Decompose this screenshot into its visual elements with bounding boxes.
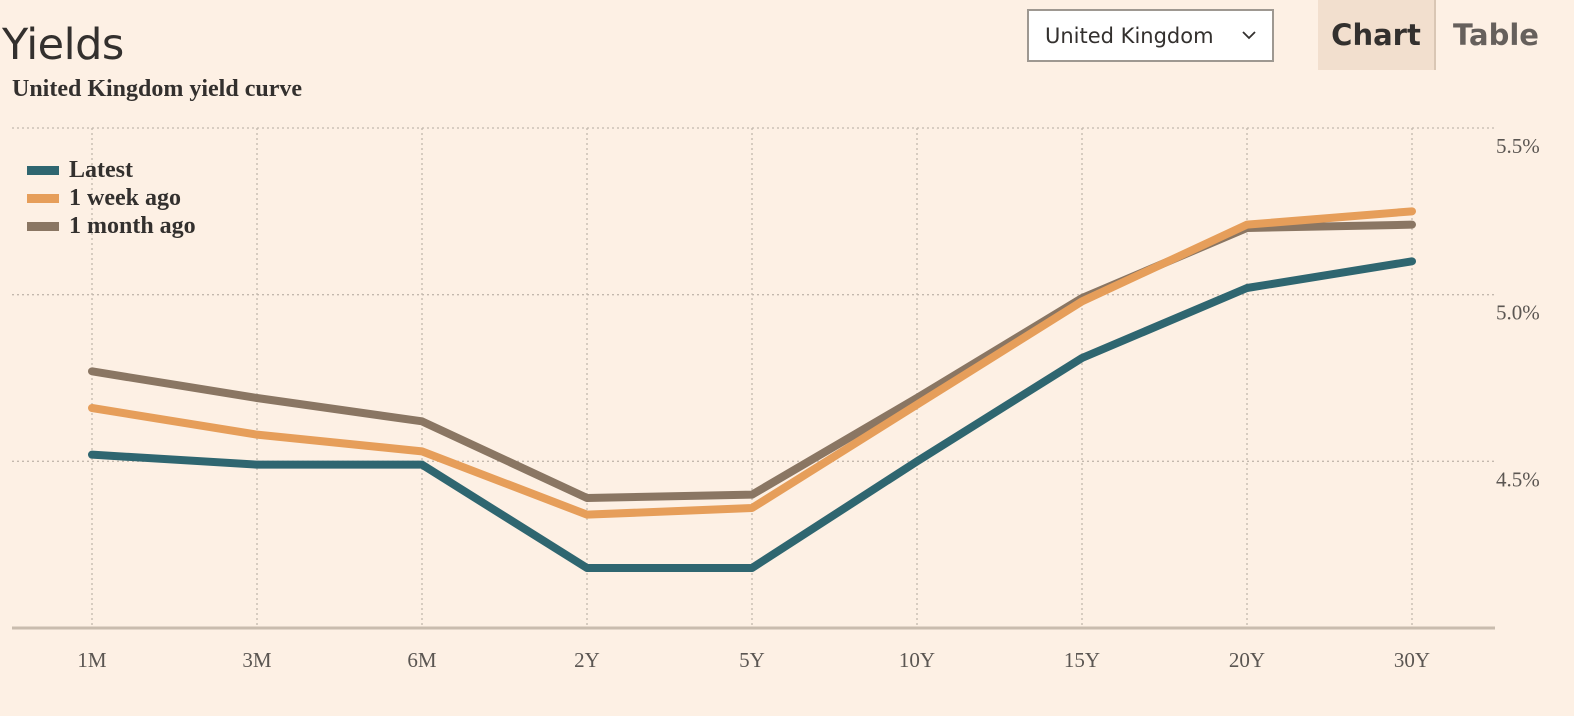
tab-chart[interactable]: Chart — [1318, 0, 1436, 70]
region-select[interactable]: United Kingdom — [1027, 9, 1274, 62]
chart-legend: Latest 1 week ago 1 month ago — [27, 156, 196, 240]
region-select-value: United Kingdom — [1045, 23, 1214, 48]
y-tick-label: 5.5% — [1496, 134, 1540, 158]
x-tick-label: 30Y — [1394, 648, 1430, 672]
legend-item-1-month-ago: 1 month ago — [27, 212, 196, 240]
x-tick-label: 15Y — [1064, 648, 1100, 672]
series-line-latest — [88, 257, 1416, 572]
legend-label: 1 month ago — [69, 212, 196, 239]
series-line-1-month-ago — [88, 220, 1416, 502]
view-tabs: Chart Table — [1318, 0, 1556, 70]
legend-swatch — [27, 221, 59, 231]
y-tick-label: 4.5% — [1496, 467, 1540, 491]
legend-swatch — [27, 193, 59, 203]
x-tick-label: 2Y — [574, 648, 600, 672]
series-line-1-week-ago — [88, 207, 1416, 519]
chevron-down-icon — [1242, 31, 1256, 40]
legend-item-1-week-ago: 1 week ago — [27, 184, 196, 212]
page-title: Yields — [2, 20, 124, 70]
x-tick-label: 3M — [242, 648, 272, 672]
x-tick-label: 20Y — [1229, 648, 1265, 672]
legend-item-latest: Latest — [27, 156, 196, 184]
x-tick-label: 5Y — [739, 648, 765, 672]
legend-label: Latest — [69, 156, 133, 183]
x-tick-label: 1M — [77, 648, 107, 672]
legend-swatch — [27, 165, 59, 175]
x-tick-label: 10Y — [899, 648, 935, 672]
x-tick-label: 6M — [407, 648, 437, 672]
tab-table[interactable]: Table — [1453, 18, 1539, 52]
chart-title: United Kingdom yield curve — [12, 76, 303, 102]
legend-label: 1 week ago — [69, 184, 181, 211]
y-tick-label: 5.0% — [1496, 301, 1540, 325]
